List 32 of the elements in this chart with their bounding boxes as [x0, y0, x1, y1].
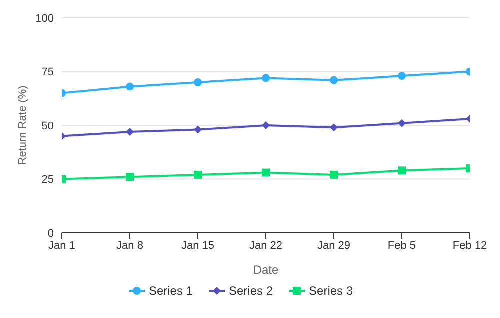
- point: [194, 78, 202, 86]
- point: [398, 72, 406, 80]
- point: [126, 173, 134, 182]
- y-axis-title: Return Rate (%): [16, 86, 29, 166]
- point: [330, 76, 338, 84]
- point: [398, 166, 406, 175]
- y-tick-label: 0: [48, 228, 54, 240]
- x-tick-label: Jan 8: [116, 240, 144, 252]
- y-tick-label: 50: [42, 120, 54, 132]
- x-tick-label: Jan 1: [48, 240, 76, 252]
- x-tick-label: Feb 5: [388, 240, 416, 252]
- point: [330, 170, 338, 179]
- point: [194, 126, 202, 134]
- x-tick-label: Jan 29: [317, 240, 351, 252]
- y-tick-label: 75: [42, 66, 54, 79]
- legend-label: Series 2: [228, 284, 274, 298]
- point: [398, 119, 406, 128]
- legend-label: Series 3: [308, 284, 354, 298]
- x-tick-label: Feb 12: [452, 240, 488, 252]
- point: [262, 168, 270, 177]
- x-axis-title: Date: [253, 263, 279, 277]
- legend-label: Series 1: [148, 284, 193, 298]
- x-tick-label: Jan 22: [249, 240, 283, 252]
- point: [126, 82, 134, 91]
- x-tick-label: Jan 15: [181, 240, 215, 252]
- point: [194, 170, 202, 179]
- point: [126, 128, 134, 136]
- y-tick-label: 25: [42, 174, 54, 186]
- point: [262, 122, 270, 130]
- point: [330, 124, 338, 132]
- y-tick-label: 100: [36, 12, 54, 25]
- point: [262, 74, 270, 82]
